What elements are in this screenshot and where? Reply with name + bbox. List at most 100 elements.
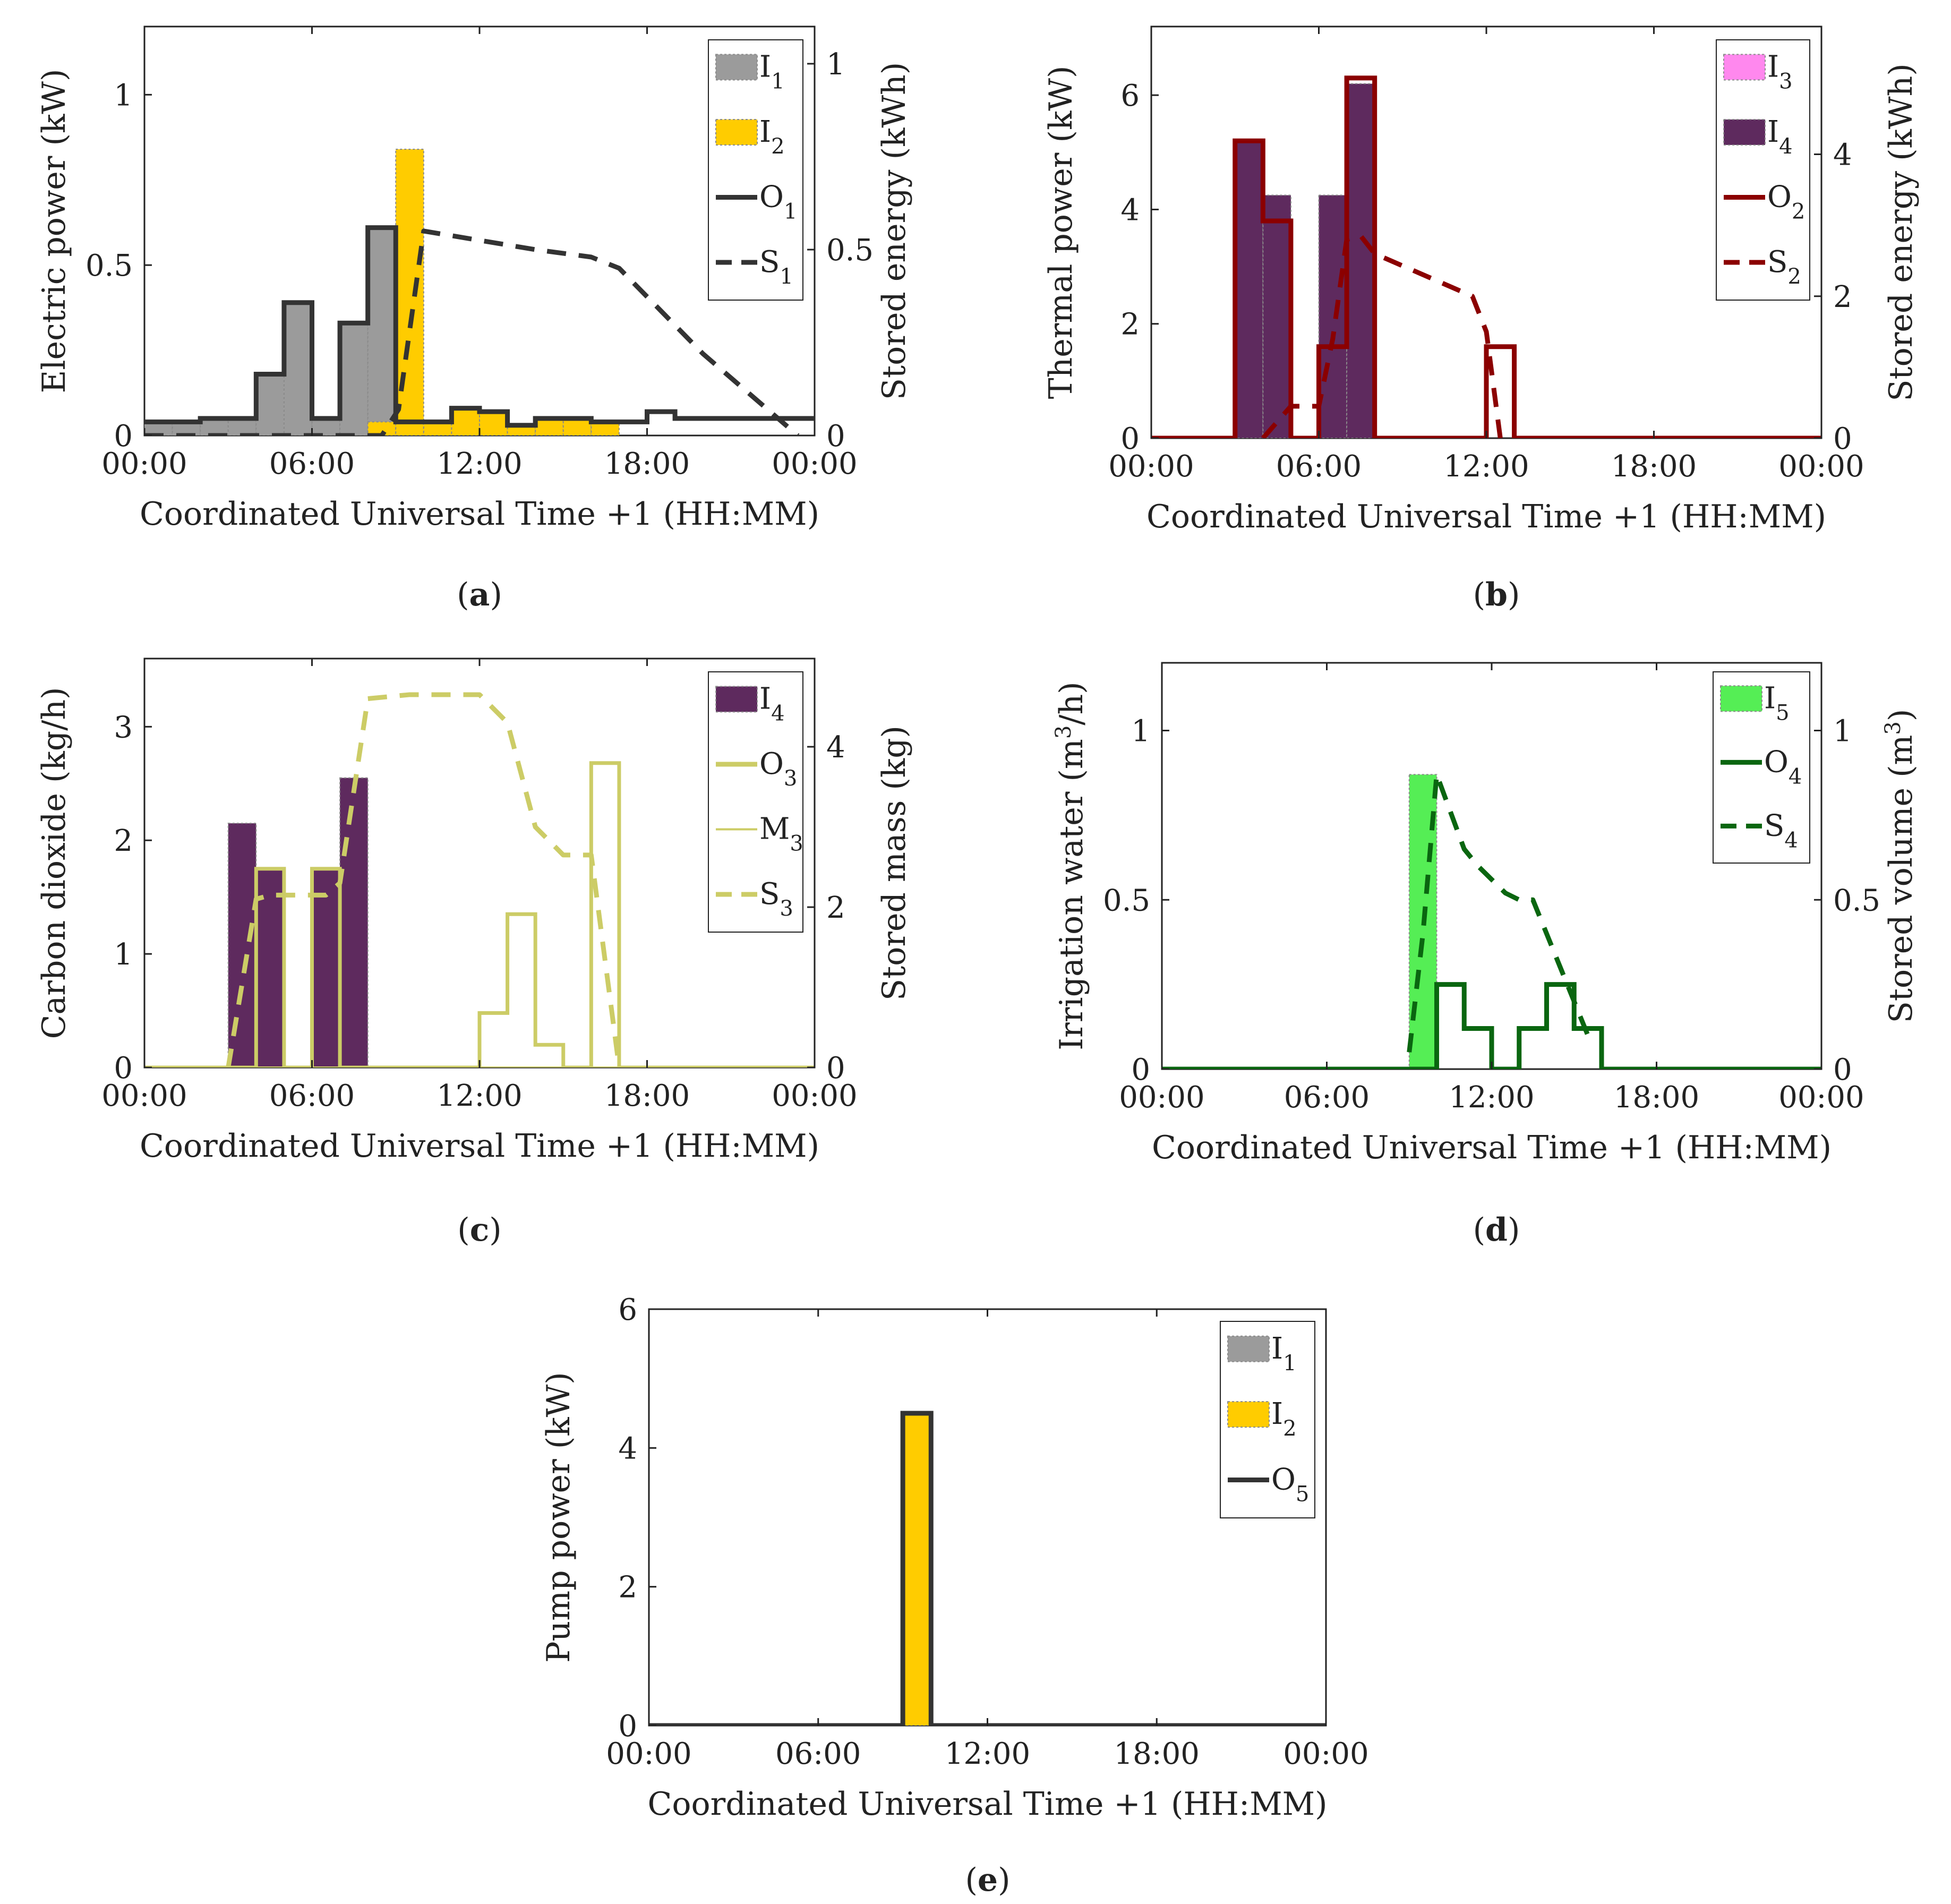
legend-label-i2: I2 (1271, 1397, 1297, 1441)
x-tick-label: 00:00 (1283, 1737, 1368, 1771)
x-tick-label: 18:00 (1614, 1080, 1699, 1115)
y-tick-label-left: 1 (1131, 714, 1150, 749)
x-tick-label: 00:00 (772, 447, 857, 481)
x-tick-label: 00:00 (1119, 1080, 1204, 1115)
y-axis-label-left: Electric power (kW) (36, 69, 73, 394)
legend-label-m3: M3 (759, 812, 803, 856)
y-tick-label-right: 0.5 (1833, 883, 1880, 918)
y-tick-label-left: 2 (618, 1570, 637, 1605)
x-axis-label: Coordinated Universal Time +1 (HH:MM) (140, 496, 819, 533)
legend-swatch-i2 (715, 118, 758, 146)
bar-i2-h9 (902, 1413, 932, 1726)
y-tick-label-left: 3 (114, 710, 133, 745)
legend-box (1716, 39, 1810, 301)
y-tick-label-right: 0 (1833, 422, 1852, 456)
x-tick-label: 00:00 (1778, 449, 1864, 484)
legend-label-s3: S3 (759, 877, 793, 921)
plot-marks (144, 149, 815, 436)
y-axis-label-right: Stored volume (m3) (1881, 709, 1920, 1023)
series-o1-line (144, 225, 815, 428)
bar-i2-h14 (535, 417, 564, 436)
x-axis-label: Coordinated Universal Time +1 (HH:MM) (647, 1786, 1327, 1823)
legend-box (708, 671, 803, 933)
x-tick-label: 06:00 (269, 447, 355, 481)
panel-caption: (e) (965, 1862, 1010, 1899)
panel-caption: (d) (1473, 1211, 1520, 1249)
series-s4-dashed (1407, 772, 1590, 1053)
y-tick-label-left: 2 (1120, 308, 1140, 342)
legend-label-o5: O5 (1271, 1462, 1309, 1506)
bar-i4-h6 (311, 868, 341, 1068)
bar-i4-h4 (1262, 194, 1291, 438)
y-tick-label-left: 0 (1120, 422, 1140, 456)
legend-label-i1: I1 (759, 49, 785, 93)
y-tick-label-left: 1 (114, 78, 133, 113)
bar-i4-h6 (1318, 194, 1348, 438)
bar-i1-h7 (339, 322, 369, 436)
x-tick-label: 00:00 (1108, 449, 1194, 484)
legend-label-i5: I5 (1764, 681, 1790, 725)
x-tick-label: 12:00 (945, 1737, 1030, 1771)
panel-caption: (c) (457, 1211, 501, 1249)
panel-e: 00:00 06:00 12:00 18:00 00:000246Coordinated… (540, 1293, 1369, 1899)
y-tick-label-right: 2 (826, 891, 845, 925)
x-tick-label: 00:00 (101, 1079, 187, 1113)
y-tick-label-left: 1 (114, 937, 133, 972)
bar-i2-h15 (562, 417, 592, 436)
y-axis-label-left: Pump power (kW) (540, 1372, 577, 1662)
x-tick-label: 00:00 (772, 1079, 857, 1113)
plot-area (143, 25, 816, 437)
y-tick-label-left: 4 (1120, 193, 1140, 227)
bar-i2-h12 (479, 411, 508, 436)
x-tick-label: 06:00 (1276, 449, 1362, 484)
legend: I1 I2 O1 S1 (708, 39, 803, 301)
x-tick-label: 12:00 (437, 447, 522, 481)
y-tick-label-left: 6 (618, 1293, 637, 1327)
x-tick-label: 06:00 (1284, 1080, 1370, 1115)
legend-label-s1: S1 (759, 245, 793, 289)
panel-caption: (b) (1473, 576, 1520, 613)
y-axis-label-right: Stored energy (kWh) (876, 62, 913, 400)
x-axis-label: Coordinated Universal Time +1 (HH:MM) (1152, 1129, 1832, 1166)
legend-label-i1: I1 (1271, 1331, 1297, 1376)
bar-i4-h3 (1234, 140, 1264, 438)
legend-swatch-i1 (1227, 1335, 1270, 1362)
y-tick-label-left: 0 (114, 1051, 133, 1086)
x-tick-label: 18:00 (604, 447, 690, 481)
panel-b: 00:00 06:00 12:00 18:00 00:000246024Coordina… (1042, 25, 1920, 613)
plot-marks (1151, 75, 1821, 438)
legend-label-i3: I3 (1767, 49, 1793, 93)
y-tick-label-left: 4 (618, 1431, 637, 1466)
x-tick-label: 06:00 (775, 1737, 861, 1771)
legend-label-i2: I2 (759, 115, 785, 159)
panel-c: 00:00 06:00 12:00 18:00 00:000123024Coordina… (36, 658, 913, 1249)
bar-i1-h4 (255, 373, 285, 436)
legend-label-s4: S4 (1764, 808, 1798, 852)
legend-label-i4: I4 (759, 681, 785, 725)
bar-i2-h9 (395, 149, 424, 436)
y-tick-label-right: 0 (826, 1051, 845, 1086)
legend-label-o2: O2 (1767, 180, 1805, 224)
x-axis-label: Coordinated Universal Time +1 (HH:MM) (140, 1128, 819, 1165)
legend-swatch-i3 (1723, 54, 1766, 81)
panel-a: 00:00 06:00 12:00 18:00 00:0000.5100.51Coord… (36, 25, 913, 613)
legend-label-o1: O1 (759, 180, 797, 224)
legend: I4 O3 M3 S3 (708, 671, 803, 933)
y-axis-label-left: Thermal power (kW) (1042, 66, 1080, 399)
bar-i4-h7 (339, 777, 369, 1068)
bar-i4-h7 (1346, 83, 1375, 438)
x-tick-label: 12:00 (1449, 1080, 1534, 1115)
series-o3-line (144, 761, 815, 1068)
panel-caption: (a) (457, 576, 502, 613)
y-tick-label-left: 0 (114, 419, 133, 454)
bar-i1-h8 (367, 227, 397, 436)
y-tick-label-left: 0.5 (1103, 883, 1150, 918)
y-tick-label-right: 1 (826, 47, 845, 82)
legend-label-o3: O3 (759, 747, 797, 791)
x-tick-label: 12:00 (1443, 449, 1529, 484)
legend-swatch-i5 (1720, 685, 1762, 712)
y-tick-label-left: 2 (114, 824, 133, 858)
panel-d: 00:00 06:00 12:00 18:00 00:0000.5100.51Coord… (1051, 662, 1920, 1249)
series-o2-line (1151, 75, 1821, 438)
